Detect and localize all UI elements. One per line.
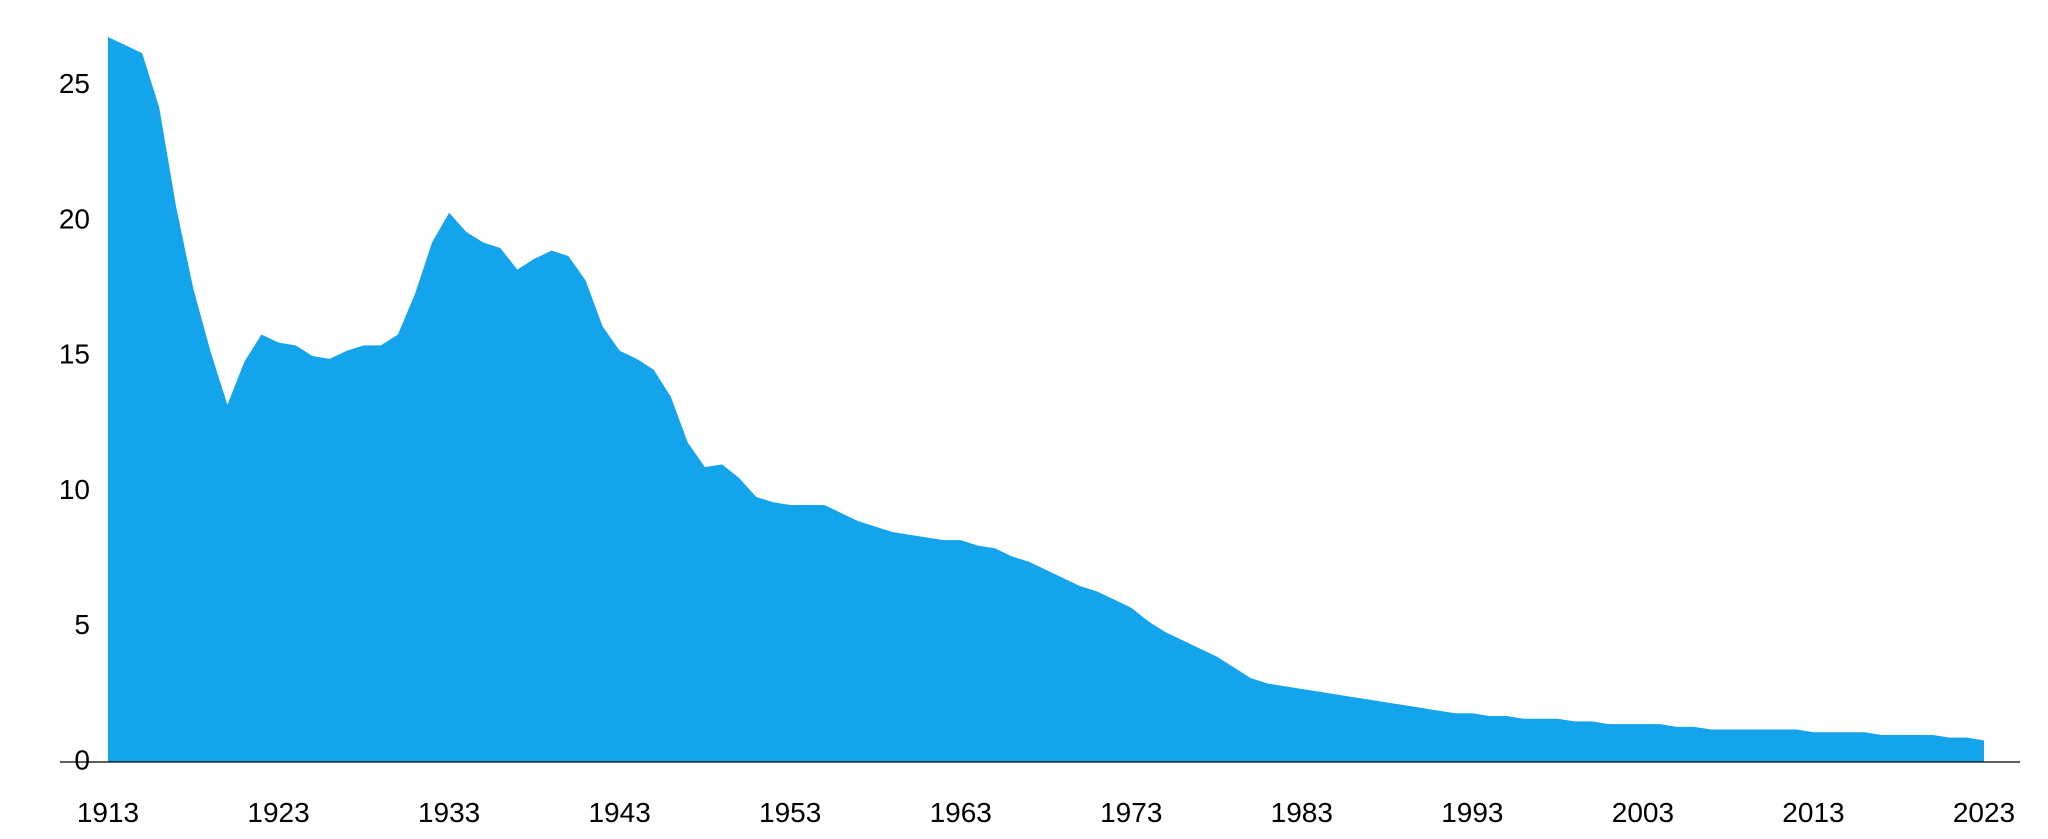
x-tick-label: 1943 [588,797,650,828]
x-tick-label: 1923 [247,797,309,828]
y-tick-label: 15 [59,339,90,370]
x-tick-label: 1983 [1271,797,1333,828]
x-tick-label: 2013 [1782,797,1844,828]
y-tick-label: 0 [74,744,90,775]
x-tick-label: 1953 [759,797,821,828]
x-tick-label: 1973 [1100,797,1162,828]
x-tick-label: 1933 [418,797,480,828]
x-tick-label: 2003 [1612,797,1674,828]
y-tick-label: 25 [59,68,90,99]
x-tick-label: 2023 [1953,797,2015,828]
chart-svg: 0 5 10 15 20 25 1913 1923 1933 1943 1953 1963 1973 19… [0,0,2048,839]
x-tick-label: 1963 [930,797,992,828]
y-tick-label: 20 [59,203,90,234]
y-tick-label: 5 [74,609,90,640]
x-tick-label: 1913 [77,797,139,828]
y-tick-label: 10 [59,474,90,505]
x-tick-label: 1993 [1441,797,1503,828]
area-chart: 0 5 10 15 20 25 1913 1923 1933 1943 1953 1963 1973 19… [0,0,2048,839]
